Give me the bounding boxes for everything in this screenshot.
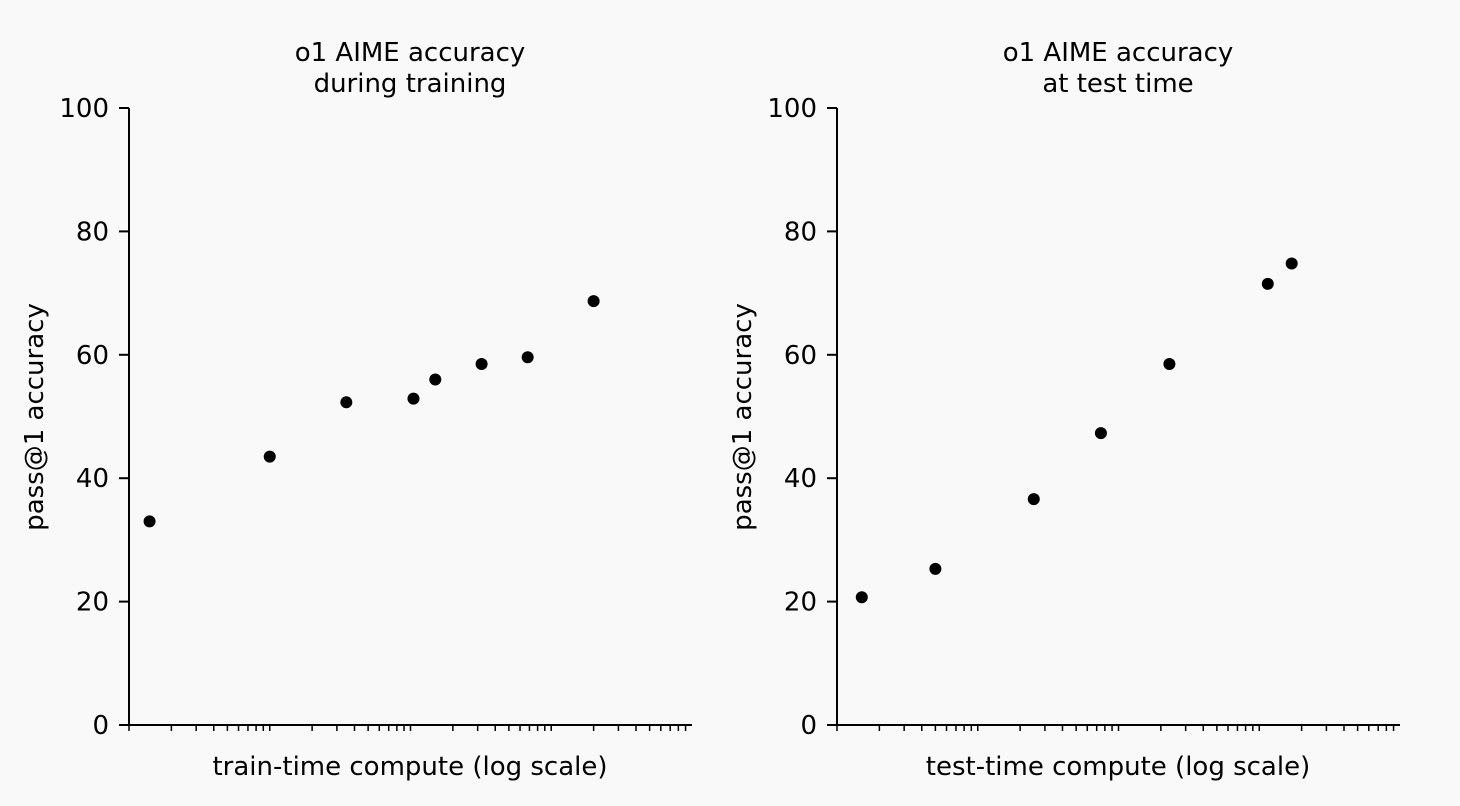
chart-train-time: o1 AIME accuracy during training 0 20 40 60…: [20, 38, 692, 782]
chart-title-line-2: during training: [314, 69, 507, 99]
y-axis-ticks: 0 20 40 60 80 100: [59, 94, 129, 741]
data-point: [407, 392, 420, 405]
y-tick-label: 20: [784, 588, 817, 618]
y-tick-label: 0: [92, 711, 109, 741]
data-point: [587, 295, 600, 308]
y-tick-label: 100: [767, 94, 817, 124]
y-tick-label: 60: [76, 341, 109, 371]
y-tick-label: 40: [784, 464, 817, 494]
data-point: [340, 396, 353, 409]
chart-title-line-2: at test time: [1042, 69, 1193, 99]
data-point: [429, 373, 442, 386]
x-axis-label: test-time compute (log scale): [926, 752, 1310, 782]
data-point: [1094, 427, 1107, 440]
data-points: [143, 295, 600, 528]
x-axis-minor-ticks: [836, 725, 1395, 731]
data-point: [143, 515, 156, 528]
y-tick-label: 20: [76, 588, 109, 618]
x-axis-minor-ticks: [128, 725, 687, 731]
y-tick-label: 0: [800, 711, 817, 741]
data-point: [1285, 257, 1298, 270]
data-point: [263, 450, 276, 463]
data-point: [929, 562, 942, 575]
data-point: [855, 591, 868, 604]
chart-title-line-1: o1 AIME accuracy: [295, 38, 526, 68]
y-axis-ticks: 0 20 40 60 80 100: [767, 94, 837, 741]
data-point: [1163, 358, 1176, 371]
y-axis-label: pass@1 accuracy: [728, 303, 758, 531]
data-point: [1027, 493, 1040, 506]
y-axis-label: pass@1 accuracy: [20, 303, 50, 531]
data-point: [521, 351, 534, 364]
y-tick-label: 60: [784, 341, 817, 371]
data-points: [855, 257, 1298, 604]
y-tick-label: 80: [784, 217, 817, 247]
y-tick-label: 100: [59, 94, 109, 124]
chart-title-line-1: o1 AIME accuracy: [1003, 38, 1234, 68]
y-tick-label: 80: [76, 217, 109, 247]
x-axis-label: train-time compute (log scale): [212, 752, 607, 782]
data-point: [1261, 277, 1274, 290]
chart-test-time: o1 AIME accuracy at test time 0 20 40 60 80 1…: [728, 38, 1400, 782]
data-point: [475, 358, 488, 371]
y-tick-label: 40: [76, 464, 109, 494]
